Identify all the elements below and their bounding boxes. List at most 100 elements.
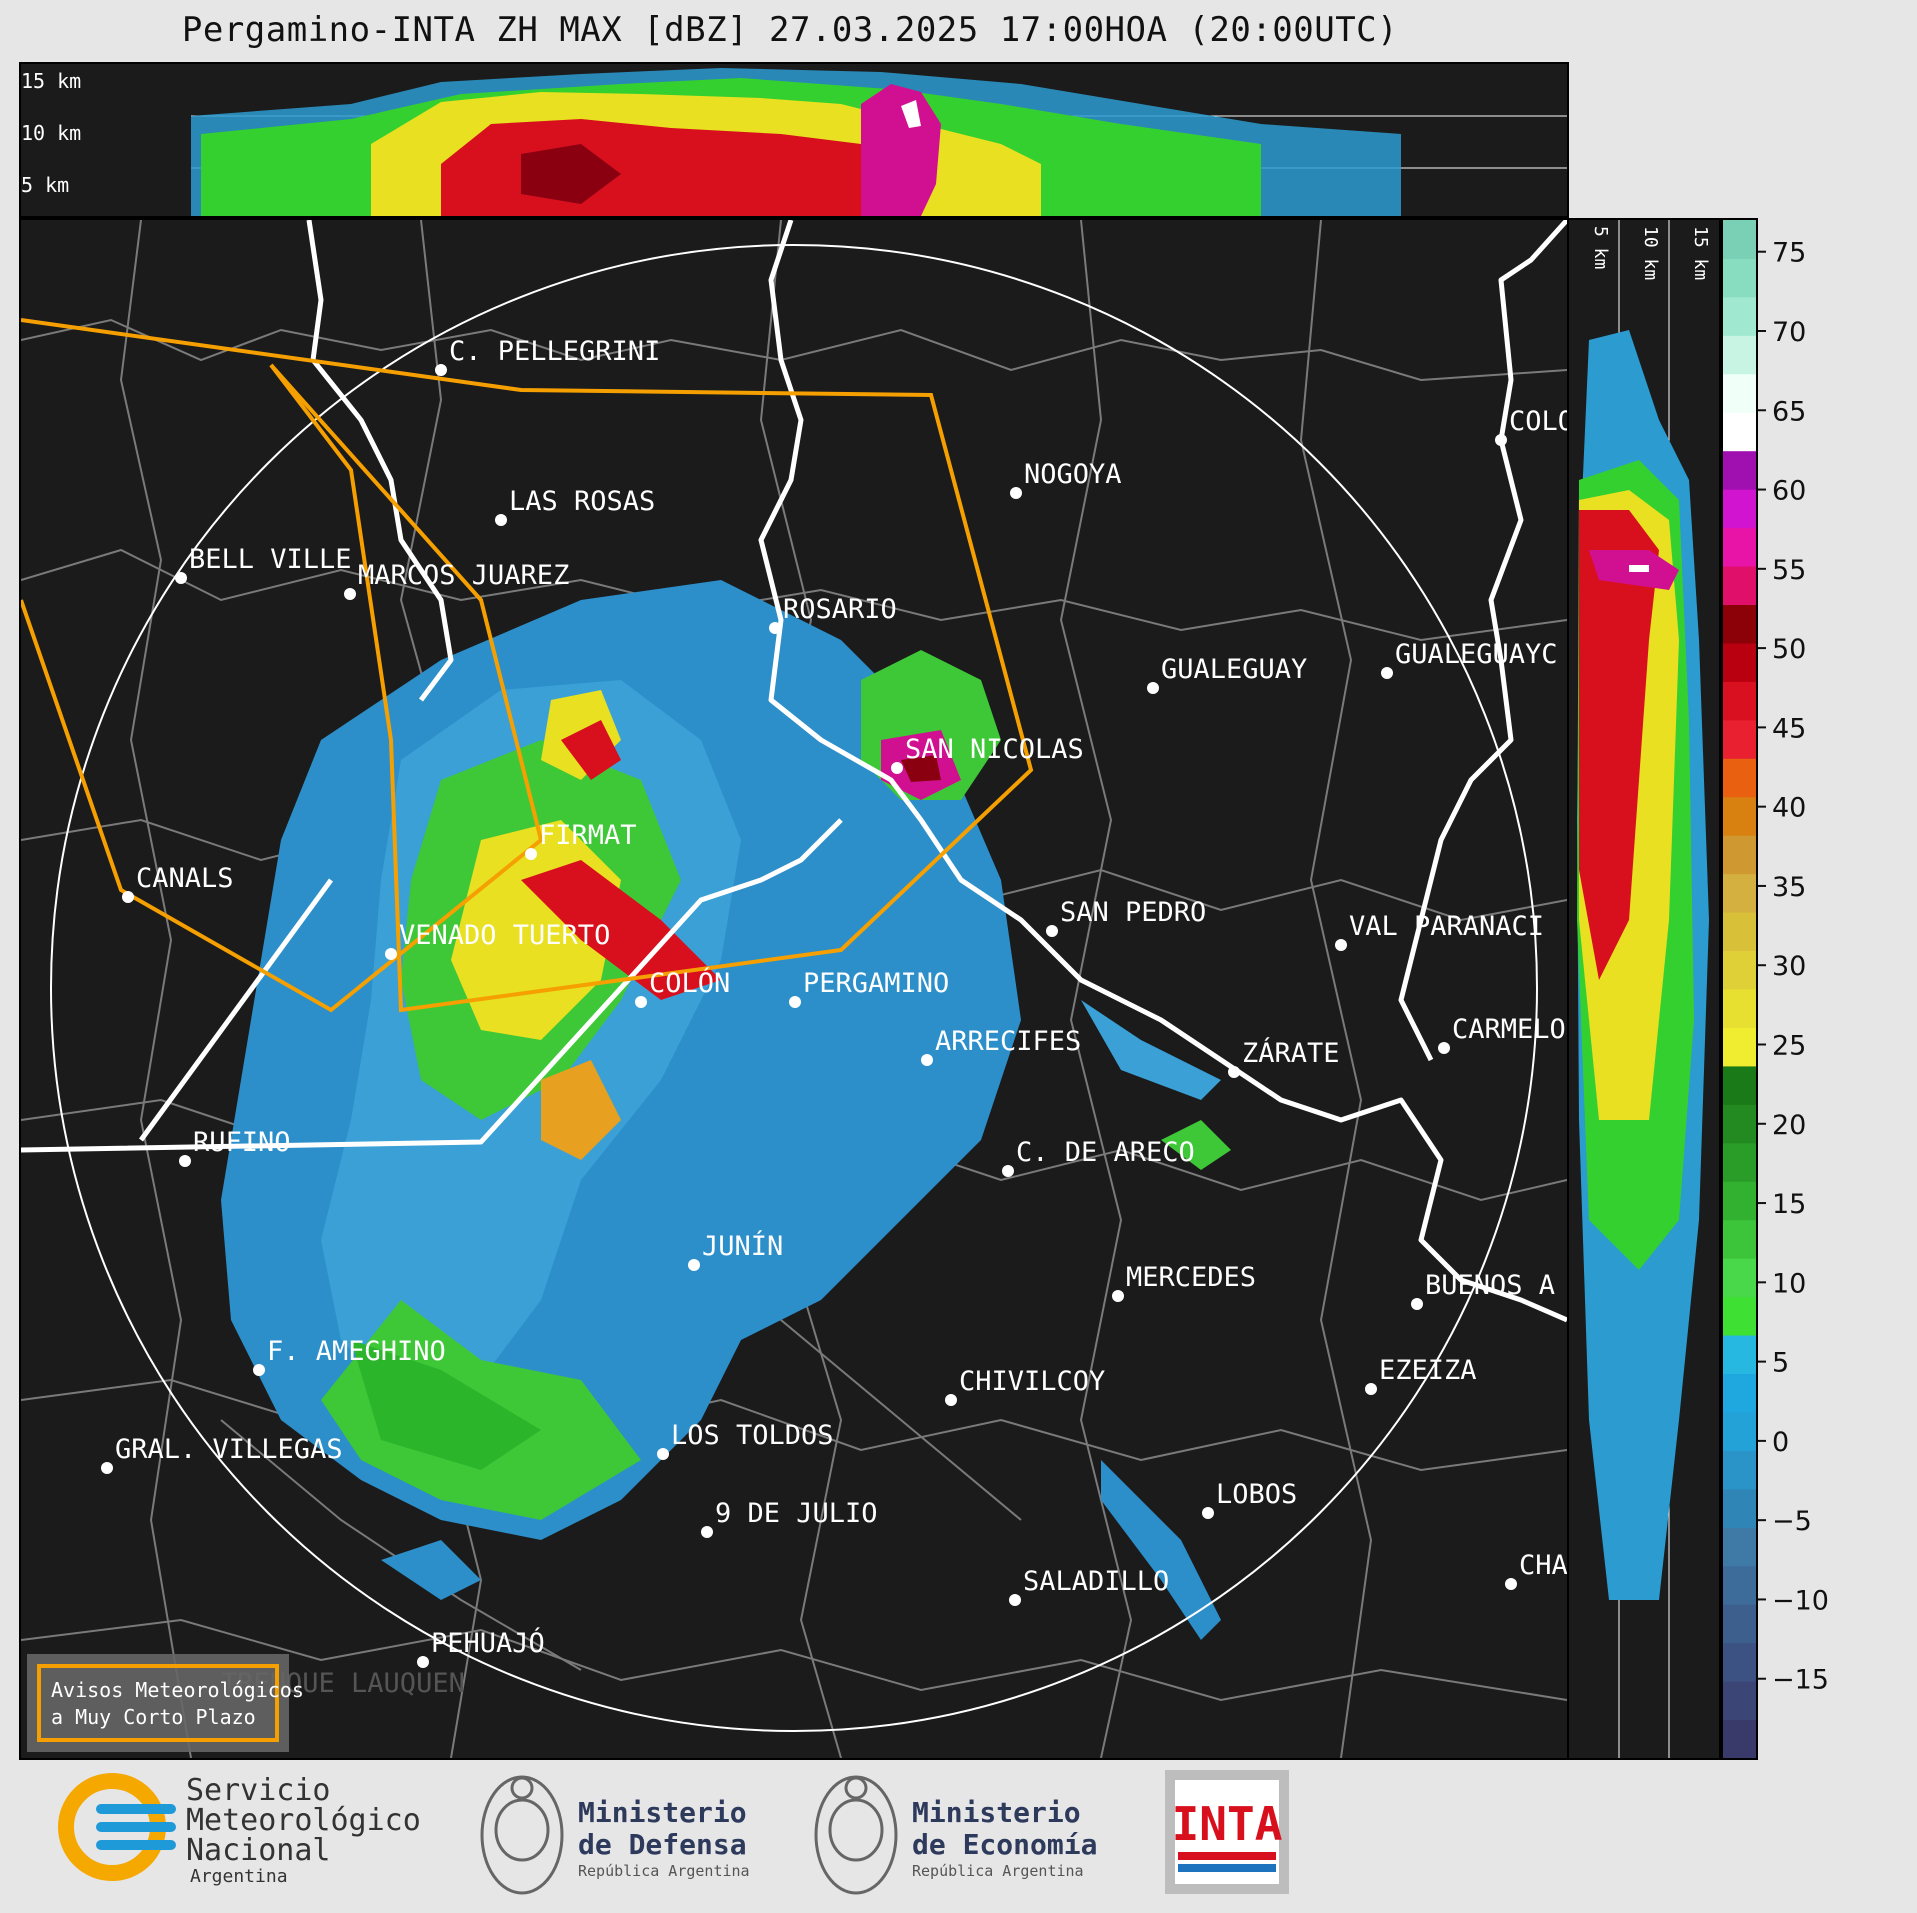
city-dot	[1438, 1042, 1450, 1054]
city-dot	[1228, 1066, 1240, 1078]
colorbar-bin	[1723, 1488, 1756, 1528]
colorbar-bin	[1723, 1719, 1756, 1759]
city-19: ZÁRATE	[1228, 1037, 1340, 1078]
city-dot	[495, 514, 507, 526]
colorbar-bin	[1723, 1642, 1756, 1682]
city-label: COLÓN	[649, 967, 730, 999]
city-label: SAN NICOLAS	[905, 734, 1084, 765]
colorbar-bin	[1723, 335, 1756, 375]
colorbar-tick-label: 45	[1772, 713, 1806, 744]
city-17: CARMELO	[1438, 1014, 1566, 1054]
reflectivity-colorbar	[1721, 218, 1758, 1760]
city-31: 9 DE JULIO	[701, 1498, 878, 1538]
city-dot	[789, 996, 801, 1008]
colorbar-bin	[1723, 719, 1756, 759]
colorbar-bin	[1723, 1258, 1756, 1298]
colorbar-bin	[1723, 912, 1756, 952]
city-label: CHA	[1519, 1550, 1567, 1581]
city-dot	[1202, 1507, 1214, 1519]
city-label: SALADILLO	[1023, 1566, 1169, 1597]
colorbar-tick-label: 70	[1772, 317, 1806, 348]
city-23: BUENOS A	[1411, 1270, 1555, 1310]
warning-legend: Avisos Meteorológicos a Muy Corto Plazo	[27, 1654, 304, 1752]
city-dot	[1009, 1594, 1021, 1606]
side-height-label-10: 10 km	[1640, 226, 1661, 280]
city-label: ROSARIO	[783, 594, 897, 625]
city-29: GRAL. VILLEGAS	[101, 1434, 343, 1474]
colorbar-bin	[1723, 450, 1756, 490]
city-label: COLO	[1509, 406, 1567, 437]
city-label: RUFINO	[193, 1127, 291, 1158]
colorbar-bin	[1723, 373, 1756, 413]
colorbar-bin	[1723, 1104, 1756, 1144]
city-label: GUALEGUAY	[1161, 654, 1307, 685]
colorbar-bin	[1723, 1450, 1756, 1490]
colorbar-tick-label: 60	[1772, 476, 1806, 507]
city-dot	[921, 1054, 933, 1066]
city-label: SAN PEDRO	[1060, 897, 1206, 928]
city-label: BUENOS A	[1425, 1270, 1555, 1301]
colorbar-bin	[1723, 1681, 1756, 1721]
city-dot	[1411, 1298, 1423, 1310]
city-dot	[891, 762, 903, 774]
city-7: GUALEGUAYC	[1381, 639, 1558, 679]
colorbar-tick-label: 65	[1772, 396, 1806, 427]
top-height-label-5: 5 km	[21, 173, 69, 197]
city-16: PERGAMINO	[789, 968, 949, 1008]
city-3: BELL VILLE	[175, 544, 352, 584]
city-6: ROSARIO	[769, 594, 897, 634]
city-dot	[635, 996, 647, 1008]
colorbar-bin	[1723, 258, 1756, 298]
city-label: ARRECIFES	[935, 1026, 1081, 1057]
smn-logo: Servicio Meteorológico Nacional Argentin…	[58, 1773, 421, 1887]
radar-map[interactable]: C. PELLEGRINI LAS ROSAS NOGOYA BELL VILLE MA…	[19, 218, 1574, 1760]
city-dot	[1381, 667, 1393, 679]
colorbar-tick-label: 5	[1772, 1348, 1789, 1379]
city-dot	[253, 1364, 265, 1376]
colorbar-bin	[1723, 1181, 1756, 1221]
colorbar-bin	[1723, 989, 1756, 1028]
colorbar-bin	[1723, 835, 1756, 875]
city-label: F. AMEGHINO	[267, 1336, 446, 1367]
colorbar-bin	[1723, 296, 1756, 336]
city-10: FIRMAT	[525, 820, 637, 860]
city-dot	[1002, 1165, 1014, 1177]
colorbar-bin	[1723, 1142, 1756, 1182]
city-27: CHIVILCOY	[945, 1366, 1105, 1406]
city-30: LOBOS	[1202, 1479, 1297, 1519]
city-label: EZEIZA	[1379, 1355, 1477, 1386]
colorbar-tick-label: −15	[1772, 1665, 1829, 1696]
radar-echo-field	[221, 580, 1231, 1640]
city-dot	[688, 1259, 700, 1271]
colorbar-bin	[1723, 1565, 1756, 1605]
smn-line-4: Argentina	[190, 1866, 288, 1887]
city-dot	[1046, 925, 1058, 937]
city-32: SALADILLO	[1009, 1566, 1169, 1606]
city-dot	[769, 622, 781, 634]
city-18: ARRECIFES	[921, 1026, 1081, 1066]
economia-line-2: de Economía	[912, 1828, 1097, 1861]
city-dot	[175, 572, 187, 584]
defensa-logo: Ministerio de Defensa República Argentin…	[480, 1775, 750, 1895]
city-label: CANALS	[136, 863, 234, 894]
city-20: RUFINO	[179, 1127, 291, 1167]
economia-logo: Ministerio de Economía República Argenti…	[814, 1775, 1097, 1895]
city-26: EZEIZA	[1365, 1355, 1477, 1395]
inta-logo: INTA	[1165, 1770, 1289, 1894]
side-height-label-5: 5 km	[1590, 226, 1611, 269]
city-0: C. PELLEGRINI	[435, 336, 660, 376]
colorbar-bin	[1723, 1219, 1756, 1259]
city-24: MERCEDES	[1112, 1262, 1256, 1302]
colorbar-tick-label: 15	[1772, 1189, 1806, 1220]
colorbar-tick-label: 75	[1772, 238, 1806, 269]
city-dot	[122, 891, 134, 903]
colorbar-tick-label: 55	[1772, 555, 1806, 586]
city-5: COLO	[1495, 406, 1574, 446]
colorbar-tick-label: −5	[1772, 1506, 1812, 1537]
defensa-line-2: de Defensa	[578, 1828, 747, 1861]
colorbar-bin	[1723, 1335, 1756, 1374]
city-dot	[701, 1526, 713, 1538]
colorbar-bin	[1723, 1296, 1756, 1336]
colorbar-bin	[1723, 1027, 1756, 1067]
